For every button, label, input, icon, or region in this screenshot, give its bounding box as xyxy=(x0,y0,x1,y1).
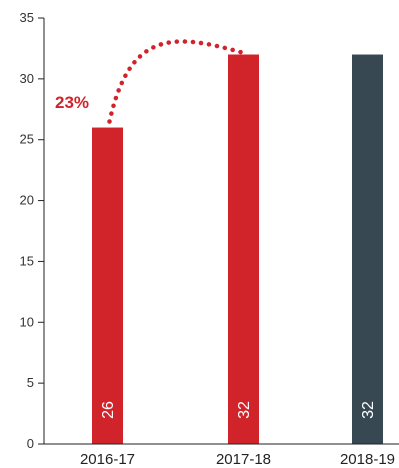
bar xyxy=(92,127,123,445)
bars: 26 32 32 xyxy=(92,54,383,445)
growth-arc xyxy=(107,39,245,124)
x-category-label: 2017-18 xyxy=(216,451,271,468)
bar-value-label: 32 xyxy=(236,401,253,419)
growth-annotation: 23% xyxy=(55,39,245,124)
y-tick-label: 20 xyxy=(20,193,34,208)
y-tick-label: 0 xyxy=(27,436,34,451)
bar xyxy=(228,54,259,445)
y-tick-label: 25 xyxy=(20,132,34,147)
bar-value-label: 26 xyxy=(100,401,117,419)
y-tick-label: 10 xyxy=(20,314,34,329)
bar xyxy=(352,54,383,445)
bar-value-label: 32 xyxy=(360,401,377,419)
y-axis: 0 5 10 15 20 25 30 35 xyxy=(20,10,45,451)
y-tick-label: 35 xyxy=(20,10,34,25)
x-category-label: 2016-17 xyxy=(80,451,135,468)
x-category-label: 2018-19 xyxy=(340,451,395,468)
y-tick-label: 30 xyxy=(20,71,34,86)
growth-percentage-label: 23% xyxy=(55,93,89,112)
y-tick-label: 5 xyxy=(27,375,34,390)
x-axis: 2016-17 2017-18 2018-19 xyxy=(44,443,399,468)
y-tick-label: 15 xyxy=(20,253,34,268)
